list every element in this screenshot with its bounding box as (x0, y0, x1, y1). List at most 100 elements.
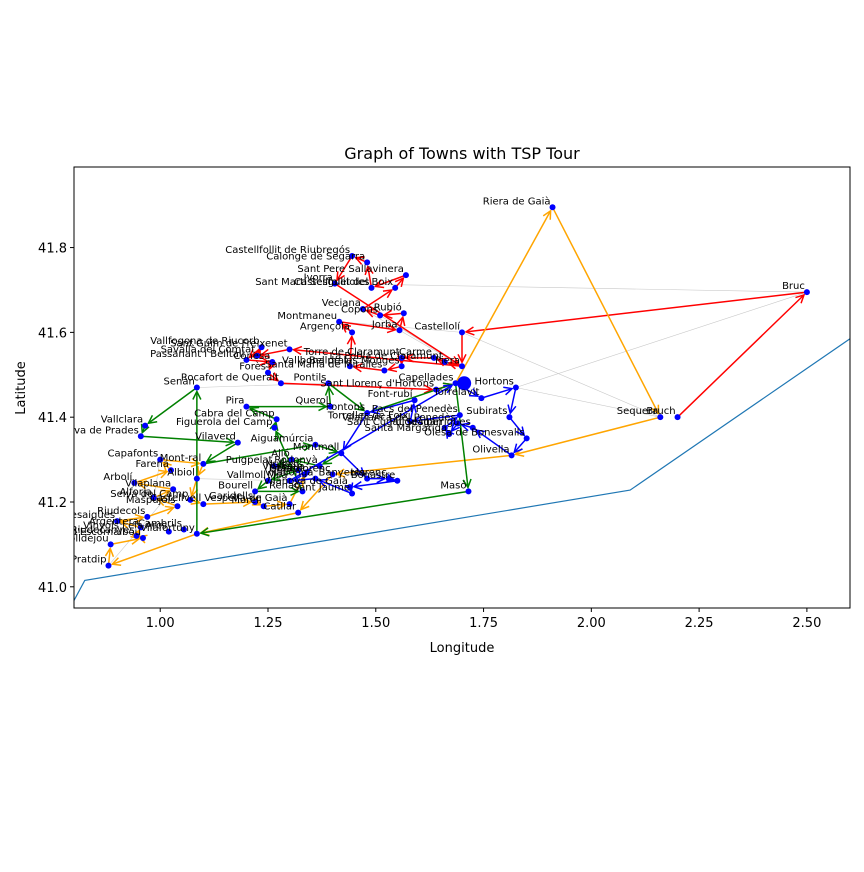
town-point (657, 414, 664, 421)
town-point (349, 329, 356, 336)
tour-edge (263, 504, 286, 506)
tour-edge (134, 471, 167, 484)
town-label: Vilaplana (125, 478, 171, 489)
town-point (174, 503, 181, 510)
town-label: Vallbona de les Monges (282, 355, 400, 366)
tour-edge (110, 539, 139, 546)
town-label: Rocafort de Queralt (181, 372, 279, 383)
town-label: Masó (440, 479, 466, 491)
town-point (441, 424, 448, 431)
tour-edge (147, 508, 173, 518)
town-point (150, 494, 157, 501)
town-point (157, 456, 164, 463)
town-label: Garidells (209, 491, 253, 502)
town-point (269, 359, 276, 366)
town-label: Torrelles de Foix (327, 410, 409, 421)
town-label: Selva del Camp (110, 489, 188, 500)
y-tick-label: 41.4 (38, 411, 67, 426)
hub-point (457, 376, 472, 391)
town-label: Nulles (265, 459, 296, 470)
tour-edge (261, 348, 290, 355)
town-label: Bonastre (351, 470, 396, 481)
tour-edge (140, 435, 234, 442)
background-edge (515, 387, 661, 418)
tour-edge (384, 313, 404, 315)
background-edge (461, 332, 661, 418)
y-tick-label: 41.6 (38, 326, 67, 341)
town-label: Argençola (300, 321, 350, 332)
coastline (74, 338, 850, 602)
town-label: Sant Jaume (293, 483, 350, 494)
tour-edge (454, 211, 551, 384)
tour-edge (510, 387, 517, 414)
town-point (338, 450, 345, 457)
town-label: Vilabella (262, 461, 305, 472)
town-label: Savallà del Comtat (161, 344, 256, 356)
town-label: Veciana (322, 298, 361, 309)
tour-edge (323, 452, 342, 464)
town-point (316, 462, 323, 469)
town-point (512, 384, 519, 391)
town-labels: Riera de Gaià Bruc Castellfollit de Riubre… (57, 195, 805, 565)
tour-edge (201, 511, 299, 533)
town-point (523, 435, 530, 442)
town-label: Bellprat (309, 355, 348, 366)
town-point (364, 259, 371, 266)
tour-edge (112, 533, 198, 564)
tour-edge (677, 295, 804, 418)
town-label: Bruc (782, 281, 805, 292)
tour-edge (371, 399, 415, 412)
town-label: Querol (295, 396, 328, 407)
tour-edge (289, 385, 453, 482)
town-point (137, 524, 144, 531)
town-label: Sant Martí Sesgueioles (255, 276, 369, 288)
town-point (349, 490, 356, 497)
y-axis: 41.0 41.2 41.4 41.6 41.8 (38, 242, 74, 596)
tour-edge (315, 444, 337, 452)
tour-edge (327, 382, 364, 410)
town-point (286, 477, 293, 484)
town-label: Fontons (326, 402, 365, 413)
town-label: Pacs del Penedès (372, 403, 458, 415)
town-label: Alforja (119, 487, 151, 498)
tour-orange (108, 206, 661, 565)
town-point (265, 477, 271, 484)
town-label: Santa Maria de Miralles (265, 360, 382, 371)
town-point (193, 384, 200, 391)
tour-edge (294, 350, 463, 368)
town-label: Rubió (374, 301, 402, 313)
tour-edge (476, 430, 513, 456)
background-edge (334, 283, 807, 293)
town-label: Duesaigües (57, 510, 115, 521)
town-label: Vallmoll (227, 470, 266, 481)
tour-edge (160, 460, 199, 464)
town-point (252, 498, 259, 505)
town-point (252, 488, 259, 495)
town-point (193, 475, 200, 482)
town-point (407, 418, 414, 425)
town-label: Colldejou (62, 533, 108, 544)
town-point (674, 414, 681, 421)
x-tick-label: 2.00 (577, 616, 606, 631)
town-label: Pontils (294, 372, 327, 383)
tour-red (246, 255, 807, 418)
town-point (187, 496, 194, 503)
town-point (180, 526, 187, 533)
tour-edge (466, 291, 807, 332)
town-point (312, 475, 319, 482)
town-label: Sequera (617, 406, 659, 417)
town-label: Puigdàlber (390, 416, 444, 428)
town-point (549, 204, 556, 211)
town-label: Farena (136, 459, 169, 470)
town-point (400, 310, 407, 317)
town-point (433, 386, 440, 393)
x-tick-label: 1.75 (469, 616, 498, 631)
town-point (325, 380, 332, 387)
town-label: Vilallonga (265, 468, 314, 479)
town-point (364, 409, 371, 416)
town-point (465, 488, 472, 495)
tour-edge (375, 274, 407, 286)
tour-edge (158, 499, 178, 507)
town-point (295, 509, 302, 516)
